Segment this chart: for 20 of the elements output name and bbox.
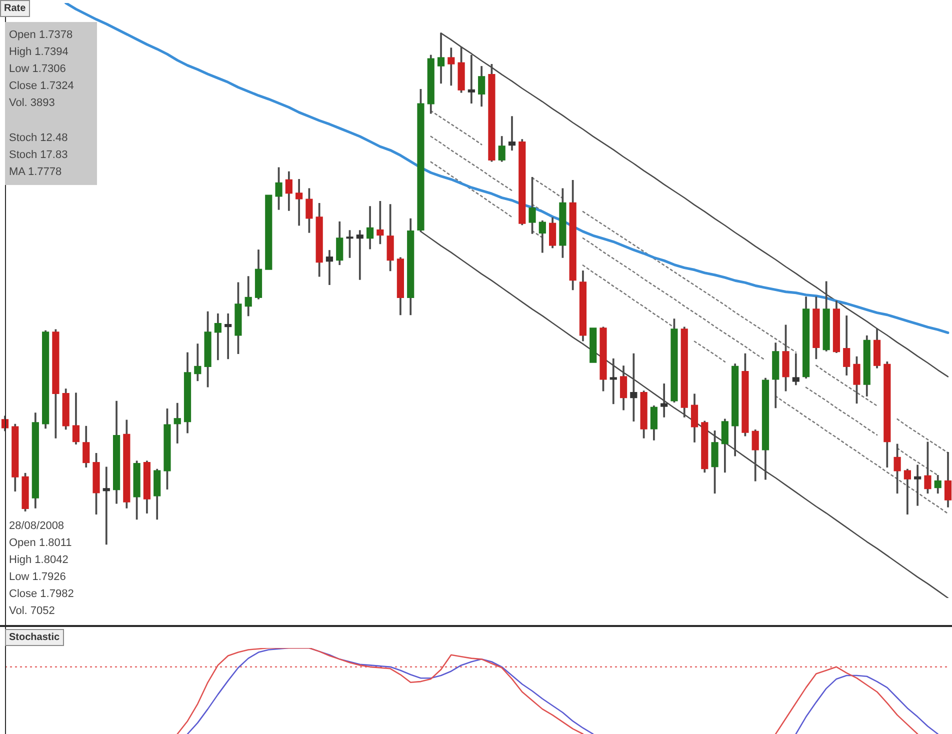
candlestick: [590, 328, 597, 363]
chart-title: Rate: [0, 0, 30, 17]
candlestick: [296, 179, 303, 226]
candlestick: [174, 402, 181, 444]
candlestick: [102, 466, 110, 545]
candlestick: [468, 54, 475, 104]
annotation: 28/08/2008 Open 1.8011 High 1.8042 Low 1.7926 Close 1.7982 Vol. 7052: [9, 519, 74, 619]
candlestick: [610, 358, 617, 404]
chart-title: Stochastic: [5, 629, 64, 646]
annotation: Stoch 12.48 Stoch 17.83 MA 1.7778: [9, 131, 68, 180]
candlestick: [224, 313, 232, 360]
candlestick: [660, 383, 668, 418]
candlestick: [265, 194, 272, 270]
candlestick: [356, 230, 364, 280]
candlestick: [326, 250, 334, 285]
candlestick: [376, 201, 384, 244]
candlestick: [508, 116, 516, 151]
candlestick: [630, 353, 638, 422]
annotation: Open 1.7378 High 1.7394 Low 1.7306 Close 1.7324 Vol. 3893: [9, 28, 74, 111]
candlestick: [914, 464, 922, 506]
